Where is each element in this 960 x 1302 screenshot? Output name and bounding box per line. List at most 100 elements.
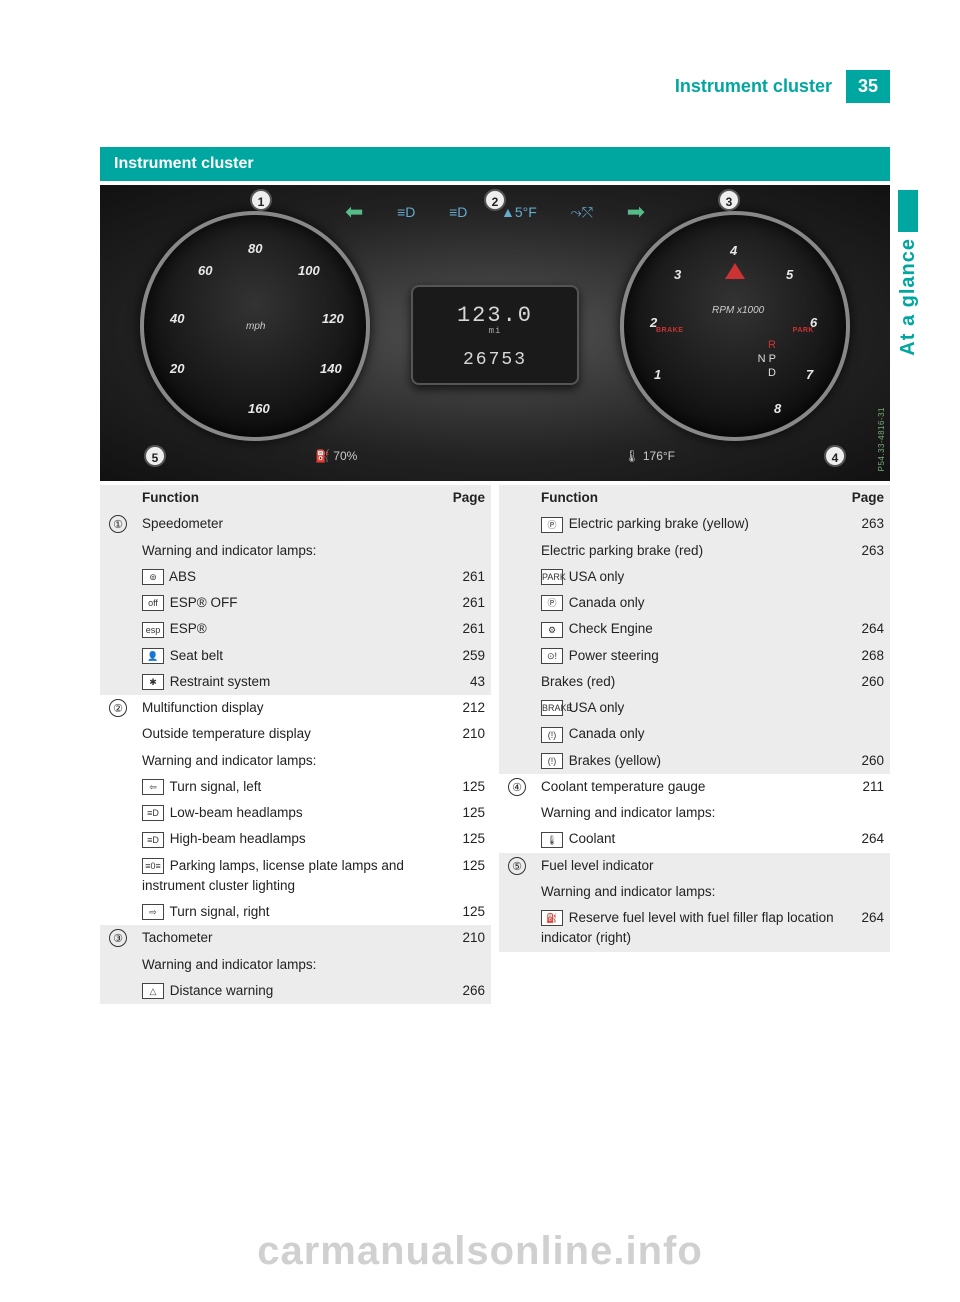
row-text: ⊙! Power steering <box>535 643 842 669</box>
table-row: Electric parking brake (red)263 <box>499 538 890 564</box>
table-row: ②Multifunction display212 <box>100 695 491 721</box>
row-page <box>842 695 890 721</box>
row-number: ② <box>100 695 136 721</box>
row-number <box>100 800 136 826</box>
row-page <box>443 511 491 537</box>
indicator-icon: ⊚ <box>142 569 164 585</box>
row-text: ≡0≡ Parking lamps, license plate lamps a… <box>136 853 443 900</box>
callout-1: 1 <box>250 189 272 211</box>
callout-2: 2 <box>484 189 506 211</box>
row-number <box>499 669 535 695</box>
multifunction-display: 123.0 mi 26753 <box>411 285 579 385</box>
callout-number: ③ <box>109 929 127 947</box>
callout-4: 4 <box>824 445 846 467</box>
row-page: 266 <box>443 978 491 1004</box>
tachometer-gauge: 1 2 3 4 5 6 7 8 RPM x1000 BRAKE PARK R N… <box>620 211 850 441</box>
col-function-header: Function <box>535 485 842 511</box>
row-text: ⊚ ABS <box>136 564 443 590</box>
row-text: ≡D High-beam headlamps <box>136 826 443 852</box>
gear-n: N P <box>758 353 776 365</box>
row-page <box>842 800 890 826</box>
bottom-indicator-row: ⛽ 70% 🌡 176°F <box>315 449 675 463</box>
row-page: 125 <box>443 800 491 826</box>
instrument-cluster-image: ⬅ ≡D ≡D ▲5°F ⤳⤲ ➡ 20 40 60 80 100 120 14… <box>100 185 890 481</box>
row-page: 263 <box>842 511 890 537</box>
table-row: (!) Brakes (yellow)260 <box>499 748 890 774</box>
row-text: Electric parking brake (red) <box>535 538 842 564</box>
rpm-tick: 7 <box>806 367 813 382</box>
table-row: ≡D Low-beam headlamps125 <box>100 800 491 826</box>
turn-left-icon: ⬅ <box>345 199 363 225</box>
gear-r: R <box>768 339 776 351</box>
row-text: esp ESP® <box>136 616 443 642</box>
indicator-icon: ⊙! <box>541 648 563 664</box>
row-number <box>100 826 136 852</box>
indicator-icon: ⚙ <box>541 622 563 638</box>
speed-tick: 20 <box>170 361 184 376</box>
turn-right-icon: ➡ <box>627 199 645 225</box>
gear-d: D <box>768 367 776 379</box>
row-page <box>842 564 890 590</box>
indicator-icon: ⛽ <box>541 910 563 926</box>
row-number <box>100 564 136 590</box>
row-page <box>443 538 491 564</box>
odometer-value: 26753 <box>413 350 577 370</box>
image-reference: P54.33-4816-31 <box>877 407 886 471</box>
speed-tick: 100 <box>298 263 320 278</box>
row-text: Brakes (red) <box>535 669 842 695</box>
section-header: Instrument cluster <box>100 147 890 181</box>
indicator-icon: 🌡 <box>541 832 563 848</box>
row-number <box>100 669 136 695</box>
speed-tick: 120 <box>322 311 344 326</box>
row-text: Ⓟ Electric parking brake (yellow) <box>535 511 842 537</box>
callout-5: 5 <box>144 445 166 467</box>
row-number <box>100 952 136 978</box>
row-page <box>842 721 890 747</box>
page-number: 35 <box>846 70 890 103</box>
high-beam-icon: ≡D <box>449 204 467 220</box>
row-text: Multifunction display <box>136 695 443 721</box>
table-row: ≡D High-beam headlamps125 <box>100 826 491 852</box>
row-text: △ Distance warning <box>136 978 443 1004</box>
speed-unit: mph <box>246 321 265 332</box>
row-text: off ESP® OFF <box>136 590 443 616</box>
callout-number: ① <box>109 515 127 533</box>
row-number <box>499 616 535 642</box>
rpm-tick: 3 <box>674 267 681 282</box>
table-row: Ⓟ Canada only <box>499 590 890 616</box>
row-text: Warning and indicator lamps: <box>535 879 842 905</box>
side-tab-label: At a glance <box>897 238 920 356</box>
indicator-icon: ≡0≡ <box>142 858 164 874</box>
row-number <box>100 721 136 747</box>
table-row: Warning and indicator lamps: <box>100 748 491 774</box>
indicator-icon: Ⓟ <box>541 517 563 533</box>
table-row: ①Speedometer <box>100 511 491 537</box>
indicator-icon: ⇨ <box>142 904 164 920</box>
row-page: 260 <box>842 669 890 695</box>
table-row: off ESP® OFF261 <box>100 590 491 616</box>
table-row: PARK USA only <box>499 564 890 590</box>
row-text: 🌡 Coolant <box>535 826 842 852</box>
table-row: ⑤Fuel level indicator <box>499 853 890 879</box>
col-page-header: Page <box>443 485 491 511</box>
row-number <box>100 978 136 1004</box>
indicator-icon: PARK <box>541 569 563 585</box>
row-text: (!) Brakes (yellow) <box>535 748 842 774</box>
table-row: Ⓟ Electric parking brake (yellow)263 <box>499 511 890 537</box>
row-text: Warning and indicator lamps: <box>136 748 443 774</box>
page-content: Instrument cluster 35 At a glance Instru… <box>100 70 890 1004</box>
row-number <box>499 564 535 590</box>
row-text: Warning and indicator lamps: <box>136 952 443 978</box>
table-row: Warning and indicator lamps: <box>100 538 491 564</box>
row-number <box>100 748 136 774</box>
row-text: Ⓟ Canada only <box>535 590 842 616</box>
table-row: ⛽ Reserve fuel level with fuel filler fl… <box>499 905 890 952</box>
coolant-readout: 🌡 176°F <box>624 449 675 463</box>
callout-3: 3 <box>718 189 740 211</box>
row-page: 261 <box>443 616 491 642</box>
row-number <box>100 643 136 669</box>
row-number <box>499 511 535 537</box>
row-page: 261 <box>443 564 491 590</box>
row-number <box>100 590 136 616</box>
row-page: 43 <box>443 669 491 695</box>
